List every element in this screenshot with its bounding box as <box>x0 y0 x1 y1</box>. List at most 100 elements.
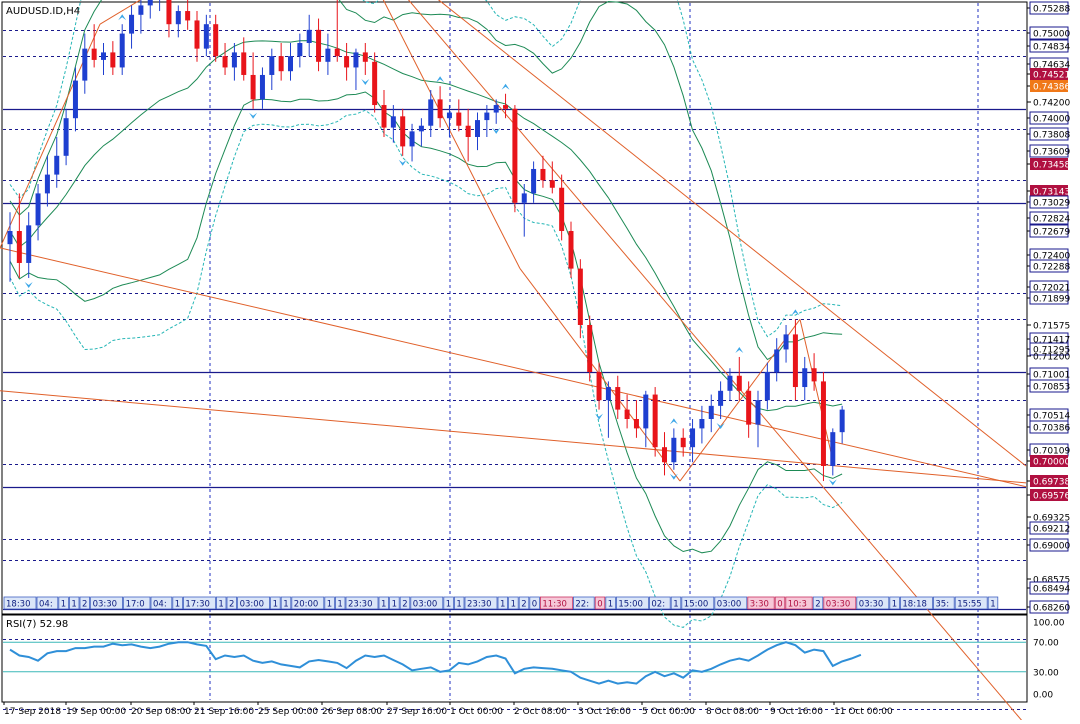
price-label-text: 0.68494 <box>1033 585 1070 595</box>
session-tag-text: 03:30 <box>859 600 884 610</box>
session-tag <box>518 596 530 610</box>
price-label-text: 0.71575 <box>1033 322 1070 332</box>
candle-body <box>521 193 527 203</box>
candle-body <box>409 131 415 147</box>
session-tag-text: 03:00 <box>717 600 742 610</box>
trend-line[interactable] <box>346 0 1027 467</box>
price-label: 0.74834 <box>1027 39 1070 53</box>
rsi-axis-label: 30.00 <box>1033 668 1059 678</box>
session-tag-text: 18:18 <box>902 600 927 610</box>
price-label: 0.74521 <box>1027 68 1070 81</box>
price-label: 0.68575 <box>1027 576 1070 586</box>
time-axis-label: 26 Sep 08:00 <box>322 707 382 717</box>
trend-line[interactable] <box>679 319 801 482</box>
time-axis-label: 19 Sep 00:00 <box>66 707 126 717</box>
candles <box>7 0 845 482</box>
rsi-indicator <box>3 641 1026 685</box>
trend-line[interactable] <box>799 319 833 457</box>
candle-body <box>690 428 696 448</box>
candle-body <box>503 105 509 109</box>
session-tag <box>856 596 890 610</box>
session-tag <box>616 596 649 610</box>
price-label: 0.71200 <box>1027 353 1070 363</box>
candle-body <box>596 372 602 401</box>
price-label: 0.73458 <box>1027 158 1070 171</box>
time-axis-label: 25 Sep 00:00 <box>258 707 318 717</box>
price-label-text: 0.72824 <box>1033 215 1070 225</box>
session-tag-text: 03:00 <box>240 600 265 610</box>
time-axis-label: 21 Sep 16:00 <box>194 707 254 717</box>
candle-body <box>7 231 13 245</box>
time-axis-label: 20 Sep 08:00 <box>131 707 191 717</box>
trend-line[interactable] <box>346 0 1026 724</box>
trend-line[interactable] <box>346 0 521 269</box>
session-tag <box>150 596 173 610</box>
session-tag <box>410 596 444 610</box>
trend-line[interactable] <box>99 0 178 25</box>
price-label-text: 0.71295 <box>1033 346 1070 356</box>
candle-body <box>138 5 144 15</box>
price-label-text: 0.69000 <box>1033 542 1070 552</box>
session-tag-text: 1 <box>608 600 613 610</box>
session-tag <box>812 596 824 610</box>
price-label: 0.70853 <box>1027 379 1070 393</box>
rsi-axis-label: 100.00 <box>1033 619 1065 629</box>
candle-body <box>325 48 331 62</box>
price-label: 0.69000 <box>1027 538 1070 552</box>
candle-body <box>624 409 630 419</box>
session-tag <box>215 596 227 610</box>
price-label: 0.71417 <box>1027 332 1070 346</box>
price-label: 0.73808 <box>1027 127 1070 141</box>
candle-body <box>63 118 69 156</box>
time-axis-label: 3 Oct 16:00 <box>578 707 631 717</box>
fractal-down-marker <box>398 159 407 166</box>
session-tag-text: 35: <box>935 600 949 610</box>
session-tag-text: 1 <box>175 600 180 610</box>
candle-body <box>577 268 583 325</box>
time-axis-label: 27 Sep 16:00 <box>387 707 447 717</box>
trend-line[interactable] <box>0 390 1027 484</box>
candle-body <box>147 0 153 6</box>
candle-body <box>774 349 780 372</box>
session-tag <box>58 596 69 610</box>
candle-body <box>839 409 845 433</box>
session-tag <box>345 596 379 610</box>
price-label: 0.72679 <box>1027 224 1070 238</box>
candle-body <box>465 125 471 137</box>
candle-body <box>437 99 443 119</box>
session-tag <box>36 596 59 610</box>
trend-line[interactable] <box>0 247 1027 488</box>
fractal-up-marker <box>669 418 678 425</box>
session-tag-text: 1 <box>337 600 342 610</box>
session-tag-text: 02: <box>651 600 665 610</box>
session-tag <box>747 596 775 610</box>
price-label-text: 0.74634 <box>1033 61 1070 71</box>
session-tag <box>889 596 900 610</box>
session-tag <box>785 596 813 610</box>
indicator-lines <box>9 0 843 628</box>
session-tag-text: 2 <box>229 600 234 610</box>
price-label: 0.71575 <box>1027 322 1070 332</box>
price-label-text: 0.68260 <box>1033 604 1070 614</box>
candle-body <box>671 437 677 463</box>
candle-body <box>297 43 303 57</box>
session-tag-text: 20:00 <box>294 600 319 610</box>
price-label-text: 0.73808 <box>1033 131 1070 141</box>
symbol-title: AUDUSD.ID,H4 <box>6 6 80 17</box>
price-label-text: 0.73609 <box>1033 148 1070 158</box>
candle-body <box>119 33 125 68</box>
candle-body <box>680 437 686 448</box>
price-label: 0.68494 <box>1027 581 1070 595</box>
session-tag <box>594 596 606 610</box>
price-label-text: 0.70386 <box>1033 424 1070 434</box>
price-label-text: 0.74834 <box>1033 43 1070 53</box>
session-tag-text: 2 <box>402 600 407 610</box>
price-label-text: 0.72021 <box>1033 284 1070 294</box>
session-tag-text: 15:55 <box>957 600 982 610</box>
candle-body <box>512 108 518 203</box>
candle-body <box>587 325 593 372</box>
fractal-down-marker <box>716 423 725 429</box>
candle-body <box>736 375 742 391</box>
